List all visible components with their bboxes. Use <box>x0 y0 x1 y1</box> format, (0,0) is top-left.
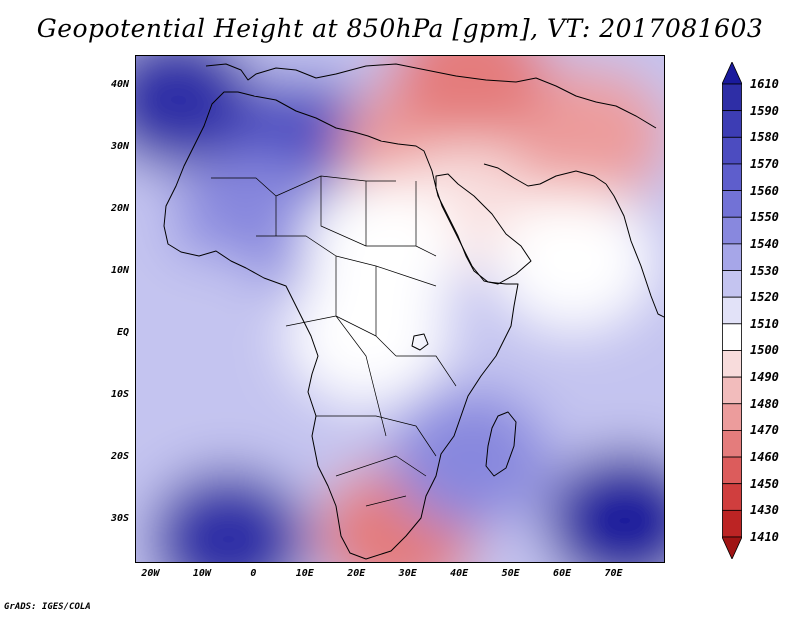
lat-tick-label: EQ <box>116 326 129 338</box>
colorbar-box <box>722 190 742 218</box>
lon-tick-label: 10W <box>192 568 211 579</box>
colorbar-box <box>722 110 742 138</box>
colorbar-level-label: 1510 <box>750 316 779 331</box>
colorbar-box <box>722 456 742 485</box>
colorbar-level-label: 1470 <box>750 423 779 438</box>
map-svg <box>136 56 664 562</box>
colorbar-level-label: 1540 <box>750 236 779 251</box>
colorbar-level-label: 1520 <box>750 290 779 305</box>
lat-tick-label: 30N <box>110 140 129 152</box>
colorbar-box <box>722 136 742 165</box>
colorbar-box <box>722 430 742 458</box>
colorbar-level-label: 1480 <box>750 396 779 411</box>
colorbar-box <box>722 403 742 431</box>
colorbar-level-label: 1580 <box>750 130 779 145</box>
lon-tick-label: 30E <box>398 568 417 579</box>
lon-tick-label: 50E <box>501 568 520 579</box>
colorbar-level-label: 1590 <box>750 103 779 118</box>
colorbar-box <box>722 216 742 245</box>
europe-coastline <box>205 63 657 129</box>
arabia-coastline <box>435 173 532 285</box>
lat-tick-label: 30S <box>110 512 129 524</box>
colorbar-box <box>722 376 742 405</box>
colorbar-level-label: 1610 <box>750 77 779 91</box>
colorbar-level-label: 1410 <box>750 530 779 544</box>
gulf-coastline <box>483 163 607 187</box>
colorbar-box <box>722 323 742 351</box>
colorbar-level-label: 1490 <box>750 370 779 385</box>
lat-tick-label: 40N <box>110 78 129 90</box>
chart-title: Geopotential Height at 850hPa [gpm], VT:… <box>36 14 764 43</box>
lon-tick-label: 20E <box>347 568 366 579</box>
colorbar-max-arrow <box>721 61 743 85</box>
africa-coastline <box>163 91 519 560</box>
lon-tick-label: 0 <box>250 568 257 579</box>
field-feature-8 <box>287 264 448 405</box>
map-panel[interactable] <box>135 55 665 563</box>
colorbar-box <box>722 483 742 511</box>
colorbar-box <box>722 270 742 298</box>
colorbar-box <box>722 163 742 191</box>
madagascar-coastline <box>485 411 517 477</box>
field-feature-14 <box>493 190 654 331</box>
field-feature-5 <box>508 66 664 207</box>
field-feature-10 <box>148 469 309 562</box>
colorbar-level-label: 1430 <box>750 503 779 518</box>
colorbar <box>721 61 743 560</box>
grads-credit: GrADS: IGES/COLA <box>4 602 91 612</box>
field-feature-6 <box>390 56 551 145</box>
colorbar-level-label: 1450 <box>750 476 779 491</box>
height-field <box>136 56 664 562</box>
colorbar-box <box>722 350 742 378</box>
lon-tick-label: 70E <box>604 568 623 579</box>
india-coastline <box>605 183 664 318</box>
colorbar-level-label: 1530 <box>750 263 779 278</box>
colorbar-box <box>722 509 742 538</box>
colorbar-box <box>722 296 742 325</box>
colorbar-level-label: 1550 <box>750 210 779 225</box>
colorbar-level-label: 1570 <box>750 156 779 171</box>
lon-tick-label: 10E <box>295 568 314 579</box>
colorbar-level-label: 1460 <box>750 450 779 465</box>
field-feature-13 <box>508 295 664 436</box>
colorbar-box <box>722 83 742 112</box>
lat-tick-label: 10N <box>110 264 129 276</box>
lon-tick-label: 40E <box>450 568 469 579</box>
lake-victoria <box>411 333 429 351</box>
lon-tick-label: 60E <box>553 568 572 579</box>
lat-tick-label: 20S <box>110 450 129 462</box>
country-borders <box>211 175 457 507</box>
lat-tick-label: 10S <box>110 388 129 400</box>
lat-tick-label: 20N <box>110 202 129 214</box>
field-feature-9 <box>136 252 283 393</box>
colorbar-box <box>722 243 742 271</box>
colorbar-min-arrow <box>721 536 743 560</box>
lon-tick-label: 20W <box>141 568 160 579</box>
colorbar-level-label: 1560 <box>750 183 779 198</box>
colorbar-level-label: 1500 <box>750 343 779 358</box>
coastlines-and-borders <box>163 63 664 560</box>
field-feature-12 <box>544 450 664 562</box>
field-feature-15 <box>390 388 551 529</box>
